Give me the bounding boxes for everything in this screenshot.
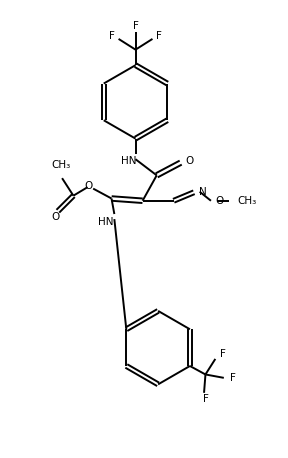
Text: N: N: [199, 187, 206, 197]
Text: CH₃: CH₃: [237, 196, 256, 206]
Text: F: F: [156, 31, 162, 41]
Text: F: F: [109, 31, 115, 41]
Text: F: F: [132, 21, 139, 31]
Text: CH₃: CH₃: [51, 160, 70, 170]
Text: F: F: [202, 394, 209, 404]
Text: F: F: [219, 349, 226, 359]
Text: O: O: [186, 156, 194, 166]
Text: O: O: [51, 213, 59, 223]
Text: O: O: [84, 181, 92, 191]
Text: HN: HN: [121, 156, 136, 166]
Text: HN: HN: [98, 217, 114, 227]
Text: F: F: [230, 373, 236, 383]
Text: O: O: [216, 196, 224, 206]
